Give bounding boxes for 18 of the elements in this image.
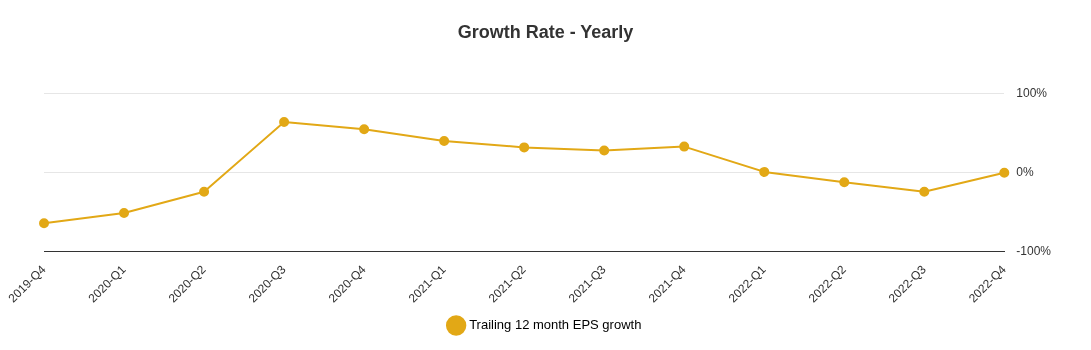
chart-title: Growth Rate - Yearly bbox=[457, 21, 634, 42]
point bbox=[199, 186, 210, 197]
point bbox=[39, 218, 50, 229]
y-tick-label: 0% bbox=[1016, 165, 1034, 180]
point bbox=[119, 208, 130, 219]
point bbox=[919, 186, 930, 197]
point bbox=[679, 141, 690, 152]
point bbox=[999, 167, 1010, 178]
point bbox=[519, 142, 530, 153]
y-tick-label: 100% bbox=[1016, 85, 1048, 100]
point bbox=[599, 145, 610, 156]
y-tick-label: -100% bbox=[1016, 244, 1052, 259]
point bbox=[439, 136, 450, 147]
point bbox=[279, 117, 290, 128]
point bbox=[759, 166, 770, 177]
point bbox=[839, 177, 850, 188]
legend-label: Trailing 12 month EPS growth bbox=[469, 317, 642, 333]
point bbox=[359, 124, 370, 135]
